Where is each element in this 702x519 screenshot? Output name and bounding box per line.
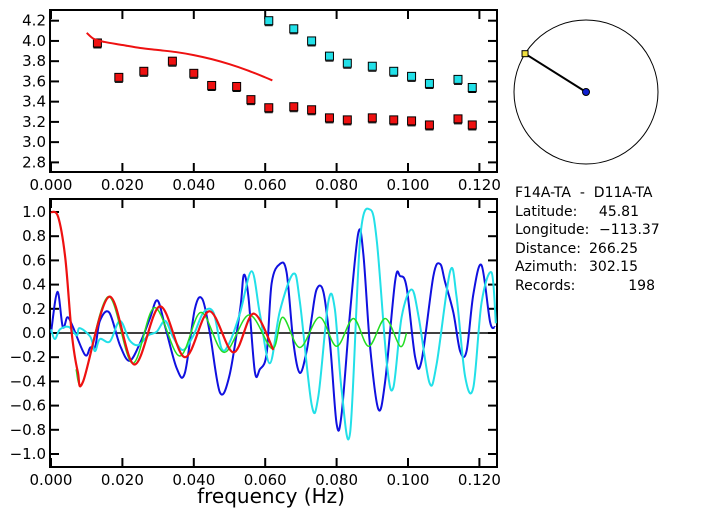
correlation-chart-x-tick-label: 0.000 <box>30 471 73 489</box>
cyan-data-point <box>264 16 274 26</box>
velocity-chart-x-tick-label: 0.060 <box>244 176 287 194</box>
longitude-value: −113.37 <box>599 222 660 238</box>
red-data-point <box>367 113 377 123</box>
station-pair: F14A-TA - D11A-TA <box>515 185 653 201</box>
red-data-point <box>289 102 299 112</box>
cyan-data-point <box>453 74 463 84</box>
red-data-point <box>264 103 274 113</box>
correlation-chart-x-tick-label: 0.040 <box>172 471 215 489</box>
velocity-chart-x-tick-label: 0.080 <box>315 176 358 194</box>
records-label: Records: <box>515 277 576 294</box>
velocity-chart-x-tick-label: 0.040 <box>172 176 215 194</box>
azimuth-value: 302.15 <box>589 259 638 275</box>
azimuth-dial-circle <box>513 19 659 165</box>
latitude-label: Latitude: <box>515 203 578 220</box>
correlation-chart-y-tick-label: −0.4 <box>10 372 46 390</box>
correlation-chart-y-tick-label: 0.2 <box>22 300 46 318</box>
red-data-point <box>207 80 217 90</box>
cyan-data-point <box>307 36 317 46</box>
red-series-line <box>50 210 275 388</box>
velocity-curve <box>86 32 273 82</box>
red-data-point <box>139 66 149 76</box>
cyan-series-line <box>50 207 497 441</box>
correlation-chart-x-tick-label: 0.060 <box>244 471 287 489</box>
red-data-point <box>467 120 477 130</box>
red-data-point <box>114 72 124 82</box>
latitude-value: 45.81 <box>598 203 639 220</box>
velocity-chart-y-tick-label: 4.0 <box>22 32 46 50</box>
correlation-chart-x-tick-label: 0.080 <box>315 471 358 489</box>
correlation-chart-y-tick-label: −0.8 <box>10 421 46 439</box>
velocity-chart-x-tick-label: 0.020 <box>101 176 144 194</box>
cyan-data-point <box>467 82 477 92</box>
cyan-data-point <box>342 58 352 68</box>
velocity-chart-y-tick-label: 3.4 <box>22 93 46 111</box>
correlation-chart-y-tick-label: 1.0 <box>22 203 46 221</box>
velocity-chart-x-tick-label: 0.100 <box>387 176 430 194</box>
red-data-point <box>92 38 102 48</box>
red-data-point <box>453 114 463 124</box>
blue-series-line <box>50 228 497 432</box>
correlation-chart-x-tick-label: 0.020 <box>101 471 144 489</box>
info-row-longitude: Longitude: −113.37 <box>515 221 660 240</box>
station-marker <box>521 50 529 58</box>
cyan-data-point <box>324 51 334 61</box>
info-row-latitude: Latitude: 45.81 <box>515 203 655 222</box>
velocity-chart-frame <box>49 9 498 173</box>
records-value: 198 <box>628 277 655 294</box>
cyan-data-point <box>407 71 417 81</box>
correlation-chart-y-tick-label: 0.4 <box>22 276 46 294</box>
correlation-chart-x-tick-label: 0.120 <box>458 471 501 489</box>
correlation-chart-x-tick-label: 0.100 <box>387 471 430 489</box>
cyan-data-point <box>367 61 377 71</box>
cyan-data-point <box>389 66 399 76</box>
cyan-data-point <box>289 24 299 34</box>
red-data-point <box>342 115 352 125</box>
longitude-label: Longitude: <box>515 222 590 238</box>
correlation-chart-y-tick-label: 0.8 <box>22 227 46 245</box>
info-row-records: Records: 198 <box>515 277 655 296</box>
distance-value: 266.25 <box>589 240 638 257</box>
velocity-chart-x-tick-label: 0.120 <box>458 176 501 194</box>
azimuth-line <box>524 52 587 93</box>
x-axis-label: frequency (Hz) <box>197 484 345 508</box>
red-data-point <box>189 68 199 78</box>
azimuth-label: Azimuth: <box>515 259 578 275</box>
velocity-chart-y-tick-label: 4.2 <box>22 12 46 30</box>
correlation-chart-y-tick-label: 0.0 <box>22 324 46 342</box>
velocity-chart-y-tick-label: 3.8 <box>22 52 46 70</box>
velocity-chart-x-tick-label: 0.000 <box>30 176 73 194</box>
velocity-chart-y-tick-label: 3.0 <box>22 133 46 151</box>
info-row-distance: Distance: 266.25 <box>515 240 655 259</box>
red-data-point <box>307 105 317 115</box>
correlation-chart-y-tick-label: 0.6 <box>22 251 46 269</box>
red-data-point <box>246 95 256 105</box>
station-info-panel: F14A-TA - D11A-TA Latitude: 45.81 Longitu… <box>515 184 660 296</box>
info-row-azimuth: Azimuth: 302.15 <box>515 258 655 277</box>
red-data-point <box>424 120 434 130</box>
velocity-chart-y-tick-label: 2.8 <box>22 153 46 171</box>
correlation-chart-y-tick-label: −0.2 <box>10 348 46 366</box>
velocity-chart-y-tick-label: 3.6 <box>22 72 46 90</box>
correlation-chart-y-tick-label: −1.0 <box>10 445 46 463</box>
red-data-point <box>232 81 242 91</box>
red-data-point <box>324 113 334 123</box>
center-station-marker <box>582 88 590 96</box>
distance-label: Distance: <box>515 240 581 257</box>
velocity-chart-y-tick-label: 3.2 <box>22 113 46 131</box>
correlation-chart-y-tick-label: −0.6 <box>10 397 46 415</box>
red-data-point <box>389 115 399 125</box>
cyan-data-point <box>424 78 434 88</box>
red-data-point <box>407 116 417 126</box>
red-data-point <box>167 56 177 66</box>
